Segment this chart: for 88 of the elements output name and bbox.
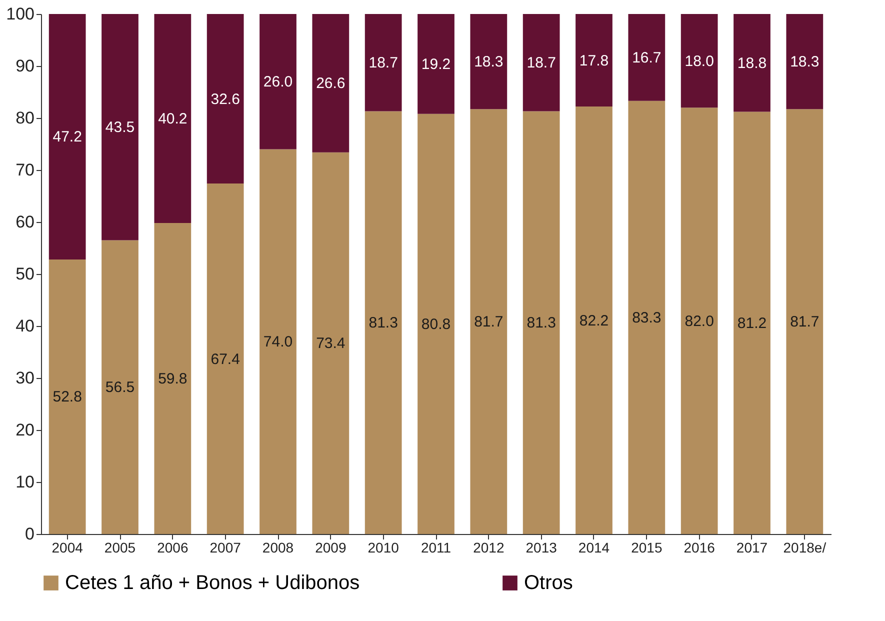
- y-tick-label: 80: [16, 108, 34, 128]
- bar: [48, 259, 86, 534]
- data-label: 19.2: [421, 56, 451, 73]
- data-label: 43.5: [105, 119, 135, 136]
- bar: [48, 14, 86, 260]
- bar: [680, 14, 718, 108]
- bar: [628, 14, 666, 101]
- data-label: 81.2: [737, 314, 767, 332]
- data-label: 32.6: [210, 90, 240, 108]
- y-tick-label: 10: [16, 472, 34, 492]
- data-label: 18.7: [368, 54, 398, 72]
- bar: [154, 223, 192, 534]
- bar: [418, 114, 454, 534]
- y-tick-label: 90: [16, 56, 34, 76]
- x-tick-label: 2005: [104, 540, 136, 556]
- bar: [102, 240, 138, 534]
- data-label: 18.3: [474, 54, 504, 71]
- data-label: 73.4: [316, 335, 346, 352]
- data-label: 82.2: [579, 312, 609, 330]
- bar: [522, 111, 560, 534]
- data-label: 67.4: [210, 350, 240, 368]
- data-label: 81.7: [790, 314, 820, 331]
- y-tick-label: 30: [16, 368, 34, 388]
- y-tick-label: 50: [16, 264, 34, 284]
- x-tick-label: 2008: [262, 540, 294, 556]
- y-tick-label: 20: [16, 420, 34, 440]
- data-label: 18.3: [790, 54, 820, 71]
- x-tick-label: 2017: [736, 540, 768, 556]
- bar: [260, 14, 296, 150]
- data-label: 18.7: [526, 54, 556, 72]
- x-tick-label: 2007: [210, 540, 242, 556]
- bar: [734, 14, 770, 112]
- x-tick-label: 2018e/: [783, 540, 826, 556]
- bar: [576, 106, 612, 534]
- data-label: 18.8: [737, 54, 767, 72]
- data-label: 81.3: [368, 314, 398, 332]
- data-label: 59.8: [158, 370, 188, 388]
- y-tick-label: 70: [16, 160, 34, 180]
- bar: [260, 149, 296, 534]
- data-label: 56.5: [105, 379, 135, 396]
- x-tick-label: 2006: [157, 540, 188, 556]
- x-tick-label: 2012: [473, 540, 504, 556]
- bar: [786, 14, 824, 110]
- data-label: 47.2: [52, 128, 82, 146]
- data-label: 18.0: [684, 52, 714, 70]
- bar: [786, 109, 824, 534]
- data-label: 40.2: [158, 110, 188, 128]
- bar: [312, 152, 350, 534]
- data-label: 17.8: [579, 52, 609, 70]
- x-tick-label: 2010: [368, 540, 400, 556]
- data-label: 83.3: [632, 309, 662, 326]
- bar: [206, 184, 244, 534]
- data-label: 52.8: [52, 388, 82, 406]
- bar: [364, 14, 402, 112]
- data-label: 16.7: [632, 49, 662, 66]
- x-tick-label: 2014: [578, 540, 610, 556]
- data-label: 26.6: [316, 75, 346, 92]
- x-tick-label: 2013: [526, 540, 558, 556]
- bar: [418, 14, 454, 114]
- y-tick-label: 0: [25, 524, 34, 544]
- data-label: 74.0: [263, 334, 293, 351]
- x-tick-label: 2016: [684, 540, 716, 556]
- legend-label: Otros: [524, 572, 573, 594]
- data-label: 81.3: [526, 314, 556, 332]
- bar: [154, 14, 192, 224]
- y-tick-label: 60: [16, 212, 34, 232]
- x-tick-label: 2011: [420, 540, 452, 556]
- bar: [364, 111, 402, 534]
- bar: [734, 112, 770, 534]
- data-label: 80.8: [421, 316, 451, 333]
- bar: [102, 14, 138, 240]
- bar: [206, 14, 244, 184]
- y-tick-label: 40: [16, 316, 34, 336]
- bar: [312, 14, 350, 152]
- bar: [628, 100, 666, 534]
- bar: [522, 14, 560, 112]
- bar: [470, 109, 508, 534]
- x-tick-label: 2004: [52, 540, 84, 556]
- x-tick-label: 2009: [315, 540, 346, 556]
- legend-label: Cetes 1 año + Bonos + Udibonos: [65, 572, 360, 594]
- data-label: 26.0: [263, 74, 293, 91]
- bar: [576, 14, 612, 107]
- x-tick-label: 2015: [631, 540, 662, 556]
- y-tick-label: 100: [6, 4, 34, 24]
- bar: [680, 108, 718, 534]
- data-label: 82.0: [684, 312, 714, 330]
- data-label: 81.7: [474, 314, 504, 331]
- bar: [470, 14, 508, 110]
